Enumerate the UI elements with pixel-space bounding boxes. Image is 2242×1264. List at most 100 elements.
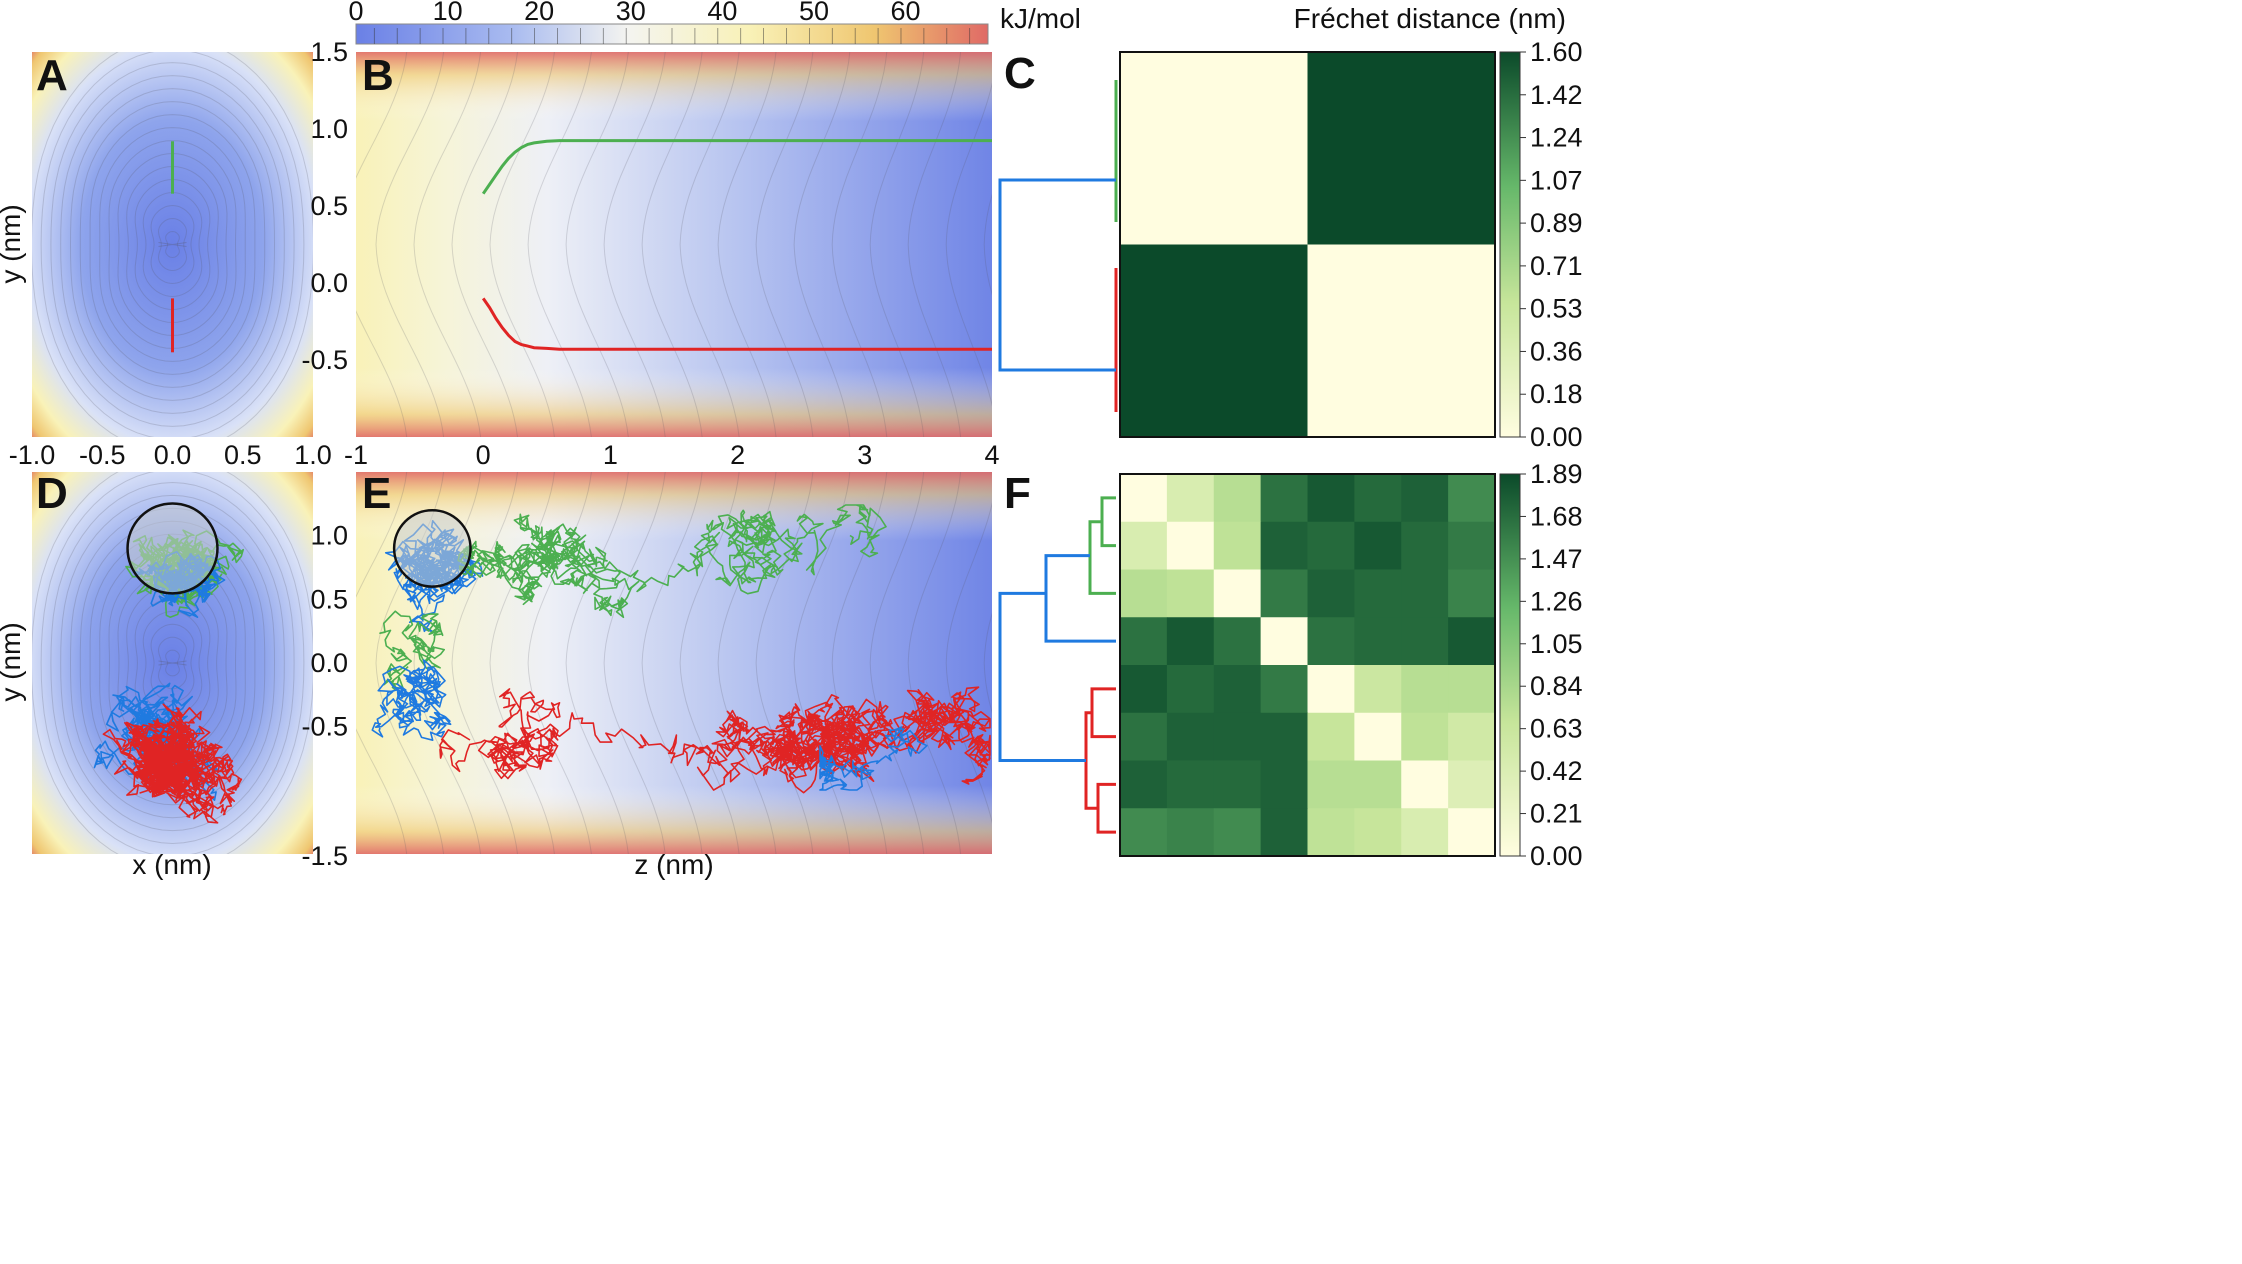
panel-f-label: F [1004, 469, 1031, 518]
panel-e-y-ticks: 1.0 0.5 0.0 -0.5 -1.5 [301, 521, 348, 871]
heatmap-cell [1260, 474, 1308, 523]
y-tick-label: 1.5 [310, 37, 348, 67]
x-tick-label: 3 [857, 440, 872, 470]
contour-line [641, 472, 703, 854]
heatmap-cell [1307, 617, 1355, 666]
energy-colorbar-tick-label: 10 [433, 0, 463, 26]
contour-line [565, 472, 629, 854]
heatmap-cell [1448, 474, 1496, 523]
heatmap-cell [1213, 521, 1262, 570]
contour-line [60, 494, 285, 832]
colorbar-tick-label: 0.71 [1530, 251, 1583, 281]
heatmap-cell [1307, 712, 1355, 761]
heatmap-cell [1120, 521, 1168, 570]
heatmap-cell [1448, 617, 1496, 666]
panel-b-contours [356, 52, 992, 437]
energy-colorbar: 0 10 20 30 40 50 60 kJ/mol [348, 0, 1081, 45]
panel-d: D x (nm) y (nm) [0, 469, 313, 880]
contour-line [99, 127, 246, 362]
contour-line [375, 52, 445, 437]
contour-line [603, 472, 666, 854]
contour-saddle [158, 660, 187, 666]
panel-d-xlabel: x (nm) [132, 849, 211, 880]
contour-line [983, 193, 992, 296]
heatmap-cell [1120, 808, 1168, 857]
heatmap-cell [1120, 569, 1168, 618]
y-tick-label: -0.5 [301, 712, 348, 742]
heatmap-cell [1213, 760, 1262, 809]
contour-line [983, 612, 992, 714]
x-tick-label: 1 [603, 440, 618, 470]
colorbar-tick-label: 0.89 [1530, 208, 1583, 238]
contour-line [451, 52, 518, 437]
dendrogram-branch [1096, 782, 1116, 834]
panel-d-label: D [36, 469, 68, 518]
heatmap-cell [1120, 712, 1168, 761]
dendrogram-branch [1090, 687, 1116, 739]
x-tick-label: 4 [984, 440, 999, 470]
heatmap-cell [1166, 712, 1215, 761]
heatmap-cell [1448, 760, 1496, 809]
heatmap-cell [1307, 244, 1496, 438]
heatmap-cell [1166, 569, 1215, 618]
heatmap-cell [1354, 569, 1402, 618]
heatmap-cell [1260, 712, 1308, 761]
heatmap-cell [1307, 760, 1355, 809]
panel-f-colorbar-bar [1499, 473, 1521, 857]
heatmap-cell [1260, 521, 1308, 570]
contour-line [157, 636, 188, 690]
contour-line [945, 82, 992, 407]
panel-b: B -1 0 1 2 3 4 1.5 1.0 0.5 0.0 -0.5 [301, 37, 1000, 470]
contour-line [527, 52, 592, 437]
heatmap-cell [1307, 665, 1355, 714]
heatmap-cell [1213, 474, 1262, 523]
panel-f: F 1.89 1.68 1.47 1.26 1.05 0.84 0.63 0.42 0.21 0.… [998, 459, 1583, 871]
energy-colorbar-tick-label: 50 [799, 0, 829, 26]
heatmap-cell [1260, 808, 1308, 857]
colorbar-tick-label: 1.60 [1530, 37, 1583, 67]
contour-line [108, 140, 237, 349]
heatmap-cell [1307, 521, 1355, 570]
y-tick-label: -0.5 [301, 345, 348, 375]
contour-line [793, 472, 851, 854]
heatmap-cell [1213, 617, 1262, 666]
panel-b-label: B [362, 51, 394, 100]
contour-line [755, 472, 814, 854]
panel-b-x-ticks: -1 0 1 2 3 4 [344, 440, 1000, 470]
x-tick-label: 0.5 [224, 440, 262, 470]
heatmap-cell [1166, 665, 1215, 714]
colorbar-tick-label: 1.42 [1530, 80, 1583, 110]
contour-line [50, 62, 295, 427]
heatmap-cell [1448, 521, 1496, 570]
contour-line [117, 152, 228, 337]
dendrogram-branch [1044, 554, 1116, 643]
x-tick-label: -0.5 [79, 440, 126, 470]
panel-c-colorbar-ticks: 1.60 1.42 1.24 1.07 0.89 0.71 0.53 0.36 0.18 0.00 [1520, 37, 1583, 452]
panel-d-ylabel: y (nm) [0, 622, 26, 701]
panel-c-label: C [1004, 49, 1036, 98]
trajectory [102, 703, 243, 824]
colorbar-tick-label: 1.89 [1530, 459, 1583, 489]
energy-colorbar-tick-label: 60 [891, 0, 921, 26]
trajectory [371, 659, 452, 741]
heatmap-cell [1307, 474, 1355, 523]
heatmap-cell [1401, 474, 1449, 523]
energy-colorbar-tick-label: 0 [348, 0, 363, 26]
contour-line [69, 88, 276, 401]
heatmap-cell [1307, 52, 1496, 245]
colorbar-tick-label: 0.00 [1530, 841, 1583, 871]
contour-line [356, 472, 408, 854]
contour-line [32, 52, 313, 437]
heatmap-cell [1401, 569, 1449, 618]
heatmap-cell [1401, 521, 1449, 570]
colorbar-tick-label: 1.47 [1530, 544, 1583, 574]
energy-colorbar-ticks: 0 10 20 30 40 50 60 [348, 0, 971, 44]
heatmap-cell [1354, 521, 1402, 570]
contour-line [40, 472, 305, 854]
y-tick-label: 1.0 [310, 114, 348, 144]
contour-line [157, 217, 188, 272]
contour-line [50, 481, 295, 845]
y-tick-label: 1.0 [310, 521, 348, 551]
panel-b-y-ticks: 1.5 1.0 0.5 0.0 -0.5 [301, 37, 348, 375]
